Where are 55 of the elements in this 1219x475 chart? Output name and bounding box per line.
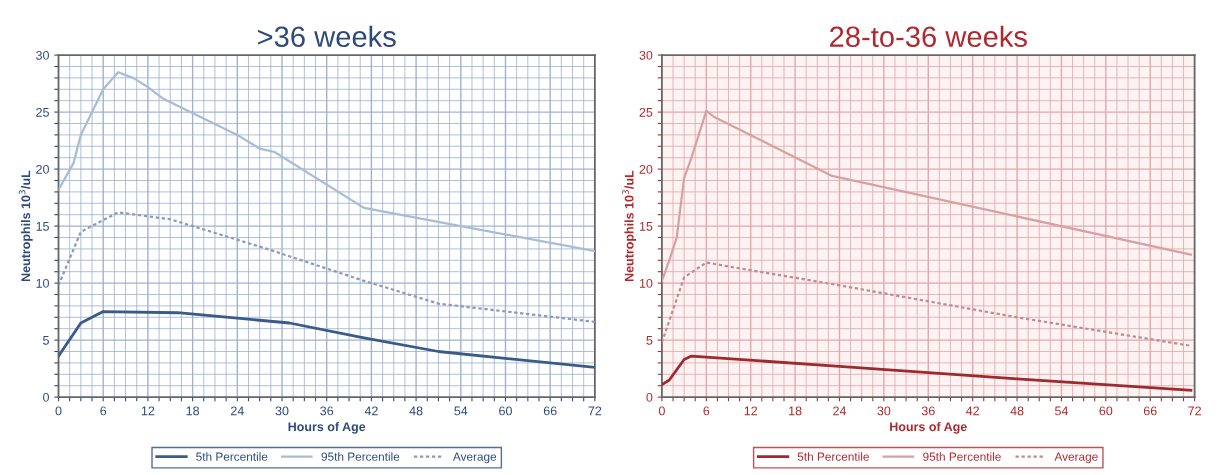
line-series	[58, 211, 595, 323]
y-tick-label: 5	[43, 336, 49, 345]
x-tick-label: 42	[966, 406, 979, 416]
line-series	[661, 354, 1193, 392]
legend-label: Average	[1054, 452, 1098, 464]
y-tick-label: 25	[639, 107, 653, 117]
x-tick-label: 24	[230, 406, 244, 416]
chart-title: 28-to-36 weeks	[830, 25, 1027, 48]
x-tick-label: 24	[833, 406, 847, 416]
legend-label: 95th Percentile	[923, 452, 1001, 461]
y-tick-label: 30	[36, 50, 49, 60]
legend-label: 5th Percentile	[797, 452, 869, 461]
x-tick-label: 0	[658, 406, 665, 416]
x-tick-label: 66	[1143, 406, 1157, 416]
x-tick-label: 36	[320, 406, 334, 416]
line-series	[58, 310, 595, 369]
y-tick-label: 30	[639, 50, 653, 60]
legend-label: 95th Percentile	[321, 452, 400, 461]
y-axis-title: Neutrophils 10$^{3}$/uL	[18, 170, 33, 282]
y-tick-label: 0	[43, 392, 49, 402]
x-tick-label: 48	[1010, 406, 1024, 416]
x-tick-label: 6	[100, 406, 107, 416]
x-tick-label: 66	[543, 406, 557, 416]
x-tick-label: 18	[186, 406, 200, 416]
x-tick-label: 54	[454, 406, 468, 416]
y-tick-label: 0	[646, 392, 653, 402]
chart-title: >36 weeks	[258, 25, 396, 48]
y-tick-label: 15	[36, 222, 49, 231]
x-tick-label: 12	[141, 406, 155, 416]
x-tick-label: 12	[744, 406, 758, 416]
y-tick-label: 5	[646, 336, 653, 345]
y-tick-label: 20	[36, 164, 49, 174]
legend-label: Average	[452, 452, 497, 464]
x-tick-label: 60	[1099, 406, 1113, 416]
y-axis-title: Neutrophils 10$^{3}$/uL	[622, 170, 637, 282]
x-tick-label: 0	[55, 406, 62, 416]
x-tick-label: 48	[409, 406, 423, 416]
x-tick-label: 54	[1054, 406, 1069, 416]
x-tick-label: 30	[877, 406, 891, 416]
x-tick-label: 60	[499, 406, 512, 416]
y-tick-label: 15	[639, 222, 653, 231]
y-tick-label: 10	[36, 278, 49, 288]
y-tick-label: 20	[639, 164, 653, 174]
x-tick-label: 72	[588, 406, 602, 416]
x-tick-label: 42	[364, 406, 378, 416]
x-tick-label: 18	[789, 406, 802, 416]
x-tick-label: 36	[921, 406, 935, 416]
x-axis-title: Hours of Age	[890, 421, 967, 434]
x-tick-label: 30	[275, 406, 289, 416]
legend-label: 5th Percentile	[196, 452, 268, 461]
x-tick-label: 72	[1188, 406, 1201, 416]
x-axis-title: Hours of Age	[288, 421, 366, 434]
x-tick-label: 6	[703, 406, 710, 416]
y-tick-label: 10	[639, 278, 653, 288]
y-tick-label: 25	[36, 107, 49, 117]
